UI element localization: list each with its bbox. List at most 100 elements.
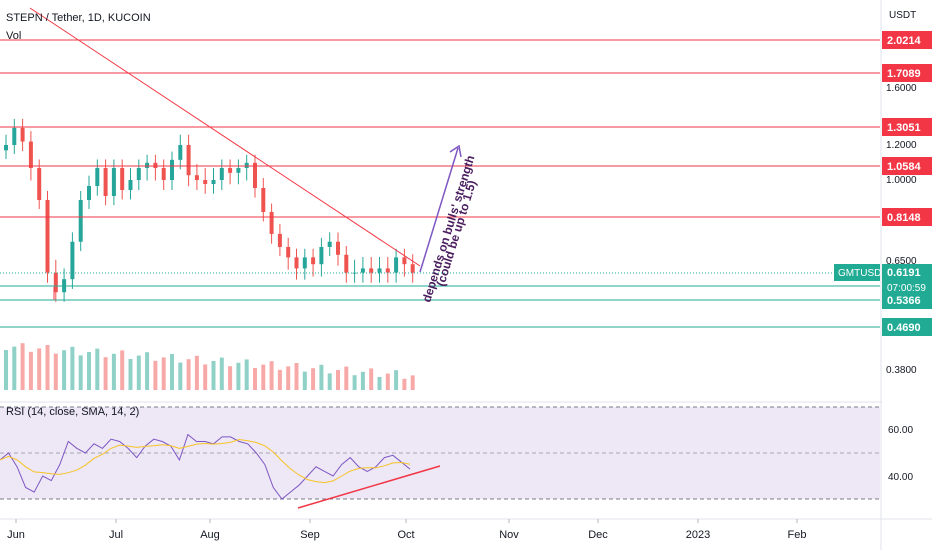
volume-bar (277, 369, 282, 390)
volume-bar (70, 346, 75, 390)
price-tick: 1.0000 (886, 175, 917, 186)
level-badge (882, 118, 932, 136)
candle-body (20, 127, 25, 142)
projection-arrow[interactable] (419, 147, 459, 273)
candle-body (70, 241, 75, 280)
time-label: Dec (588, 529, 608, 541)
rsi-title[interactable]: RSI (14, close, SMA, 14, 2) (6, 406, 139, 418)
candle-body (53, 272, 58, 293)
candle-body (136, 168, 141, 180)
candle-body (203, 180, 208, 184)
volume-bar (62, 350, 67, 390)
candle-body (302, 257, 307, 269)
candle-body (319, 246, 324, 265)
time-label: Jul (109, 529, 123, 541)
volume-bar (186, 359, 191, 390)
candle-body (336, 241, 340, 255)
candle-body (37, 168, 42, 200)
time-axis-ticks (15, 519, 798, 523)
candle-body (286, 246, 291, 258)
time-label: 2023 (686, 529, 710, 541)
volume-bar (53, 353, 58, 390)
volume-bar (111, 353, 116, 390)
candle-body (228, 168, 233, 173)
candle-body (186, 145, 191, 176)
rsi-line (0, 433, 411, 500)
volume-bar (28, 351, 33, 390)
symbol-title[interactable]: STEPN / Tether, 1D, KUCOIN (6, 12, 151, 24)
candle-body (111, 168, 116, 196)
volume-bar (153, 360, 158, 390)
volume-bar (369, 368, 374, 390)
rsi-sma-line (0, 438, 411, 484)
level-badge (882, 157, 932, 175)
candle-body (394, 257, 399, 273)
candle-body (402, 257, 407, 265)
level-label: 1.3051 (887, 122, 921, 134)
ticker-badge-label: GMTUSDT (838, 268, 887, 279)
candle-body (327, 241, 332, 247)
volume-bar (20, 343, 25, 390)
volume-bar (103, 357, 108, 390)
candle-body (277, 233, 282, 247)
candle-body (103, 168, 108, 196)
candle-body (369, 268, 374, 273)
time-label: Sep (300, 529, 320, 541)
candle-body (87, 185, 91, 200)
volume-bar (344, 366, 349, 390)
volume-bar (253, 368, 257, 390)
candle-body (120, 168, 125, 190)
price-tick: 0.6500 (886, 256, 917, 267)
arrow-head-icon (449, 144, 462, 158)
volume-bar (402, 378, 407, 390)
candle-body (95, 168, 100, 186)
time-axis: Jun Jul Aug Sep Oct Nov Dec 2023 Feb (7, 529, 806, 541)
volume-bar (87, 352, 91, 390)
candle-body (178, 145, 183, 160)
volume-bar (170, 354, 174, 390)
volume-bars (4, 343, 415, 390)
candle-body (161, 168, 166, 180)
volume-bar (145, 352, 150, 390)
candle-body (311, 257, 316, 265)
volume-bar (228, 366, 233, 390)
time-label: Jun (7, 529, 25, 541)
level-label: 0.4690 (887, 322, 921, 334)
candle-body (45, 199, 50, 273)
volume-bar (178, 362, 183, 390)
candle-body (244, 162, 249, 169)
level-label: 0.8148 (887, 212, 921, 224)
volume-bar (352, 375, 357, 390)
volume-bar (37, 348, 42, 390)
volume-bar (261, 364, 266, 390)
level-badge (882, 64, 932, 82)
ticker-badge[interactable] (834, 264, 880, 281)
volume-bar (394, 370, 399, 390)
current-price-badge[interactable] (882, 264, 932, 296)
descending-trendline[interactable] (29, 7, 421, 267)
rsi-tick: 40.00 (888, 472, 913, 483)
candle-body (219, 168, 224, 180)
candle-body (385, 268, 390, 273)
level-label: 1.7089 (887, 68, 921, 80)
time-label: Aug (200, 529, 220, 541)
volume-bar (302, 371, 307, 390)
volume-bar (128, 359, 133, 390)
volume-bar (161, 357, 166, 390)
time-label: Oct (397, 529, 414, 541)
volume-label[interactable]: Vol (6, 30, 21, 42)
volume-bar (120, 350, 125, 390)
candle-body (236, 168, 241, 173)
candle-body (170, 159, 174, 180)
candle-body (269, 211, 274, 234)
volume-bar (12, 346, 17, 390)
level-badge (882, 208, 932, 226)
volume-bar (327, 373, 332, 390)
current-price-value: 0.6191 (887, 267, 921, 279)
price-tick: 0.3800 (886, 365, 917, 376)
countdown-value: 07:00:59 (887, 283, 926, 294)
rsi-trendline[interactable] (297, 465, 441, 509)
volume-bar (286, 366, 291, 390)
volume-bar (244, 359, 249, 390)
